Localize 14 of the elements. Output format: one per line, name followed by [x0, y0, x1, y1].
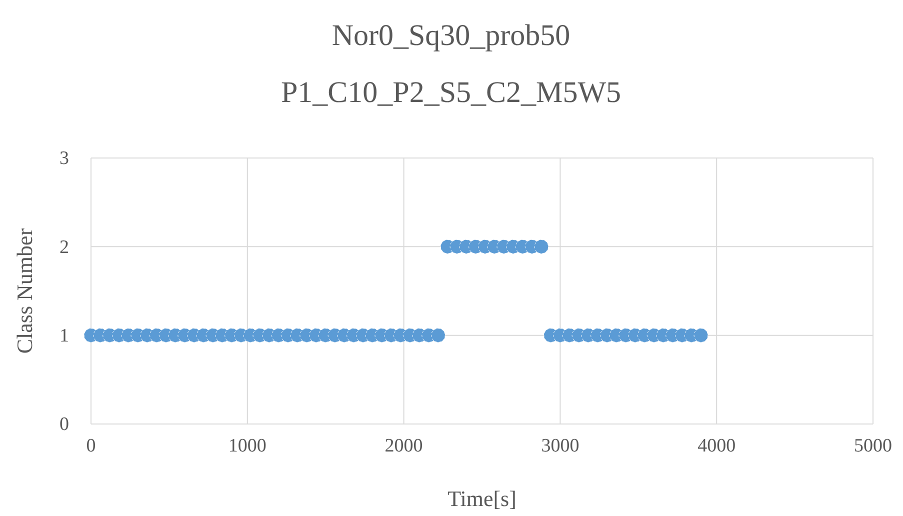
y-tick-label: 0 — [60, 414, 69, 436]
y-tick-label: 1 — [60, 325, 69, 346]
x-tick-label: 4000 — [698, 435, 736, 456]
y-tick-label: 3 — [60, 148, 69, 170]
y-axis-title: Class Number — [12, 228, 37, 354]
y-tick-label: 2 — [60, 236, 69, 258]
chart-subtitle: P1_C10_P2_S5_C2_M5W5 — [280, 76, 622, 109]
x-tick-label: 0 — [86, 435, 96, 456]
x-axis-title: Time[s] — [448, 486, 516, 511]
x-tick-label: 2000 — [384, 435, 423, 456]
x-tick-label: 3000 — [541, 435, 580, 456]
x-tick-label: 5000 — [854, 435, 892, 456]
chart-title: Nor0_Sq30_prob50 — [332, 19, 570, 52]
x-tick-label: 1000 — [228, 435, 266, 456]
